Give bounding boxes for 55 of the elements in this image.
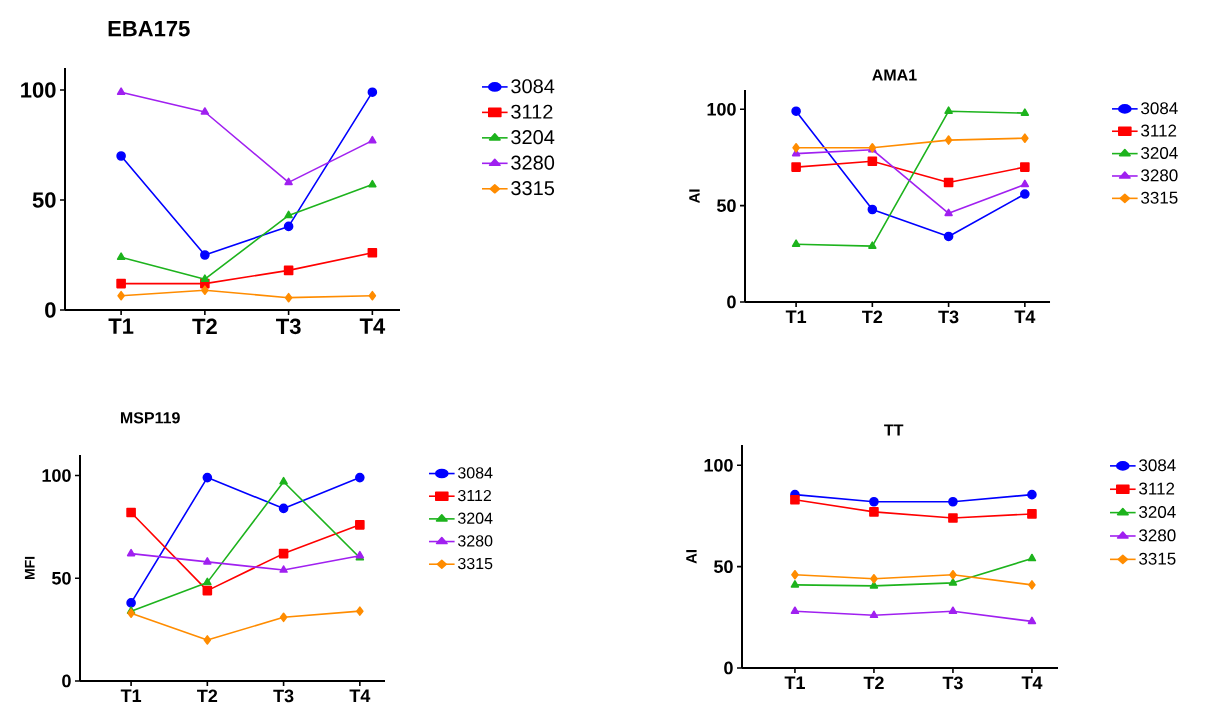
- legend-label: 3280: [511, 155, 555, 170]
- x-tick-label: T1: [785, 310, 807, 323]
- y-tick-label: 100: [21, 82, 56, 98]
- legend-label: 3204: [511, 130, 555, 145]
- y-tick-label: 0: [724, 661, 733, 675]
- y-tick-label: 0: [62, 674, 71, 688]
- x-tick-label: T1: [120, 689, 142, 702]
- y-tick-label: 0: [45, 302, 56, 318]
- legend-label: 3204: [1139, 505, 1176, 518]
- legend-label: 3280: [1141, 169, 1178, 182]
- legend-label: 3084: [458, 467, 493, 479]
- chart-title: TT: [884, 424, 904, 436]
- legend-label: 3204: [1141, 146, 1178, 159]
- x-tick-label: T3: [273, 689, 294, 703]
- x-tick-label: T2: [197, 689, 218, 703]
- x-tick-label: T4: [349, 689, 371, 702]
- x-tick-label: T3: [276, 318, 301, 335]
- y-axis-title: AI: [689, 189, 700, 204]
- y-tick-label: 100: [42, 469, 71, 482]
- legend-label: 3084: [1141, 102, 1178, 115]
- x-tick-label: T2: [192, 318, 217, 334]
- legend-label: 3084: [1139, 459, 1176, 472]
- x-tick-label: T4: [1021, 676, 1043, 689]
- legend-label: 3112: [458, 489, 491, 502]
- legend-label: 3315: [1141, 191, 1178, 204]
- y-tick-label: 100: [704, 458, 733, 472]
- x-tick-label: T1: [784, 676, 805, 689]
- y-tick-label: 50: [32, 192, 56, 208]
- legend-label: 3280: [1139, 529, 1176, 542]
- x-tick-label: T4: [359, 318, 386, 334]
- legend-label: 3315: [458, 557, 493, 570]
- x-tick-label: T3: [938, 310, 959, 324]
- legend-label: 3315: [511, 181, 555, 196]
- legend-label: 3112: [1141, 124, 1177, 137]
- legend-label: 3084: [511, 79, 555, 94]
- legend-label: 3280: [458, 535, 493, 547]
- y-tick-label: 0: [727, 295, 736, 309]
- y-tick-label: 50: [714, 560, 733, 573]
- legend-label: 3112: [511, 104, 553, 119]
- legend-label: 3315: [1139, 552, 1176, 565]
- chart-title: AMA1: [872, 69, 917, 81]
- y-tick-label: 50: [717, 199, 736, 212]
- y-axis-title: AI: [686, 550, 697, 564]
- legend-label: 3112: [1139, 482, 1175, 495]
- chart-title: EBA175: [108, 21, 190, 37]
- y-tick-label: 100: [707, 102, 736, 116]
- y-axis-title: MFI: [24, 556, 35, 580]
- chart-title: MSP119: [120, 412, 180, 424]
- legend-label: 3204: [458, 512, 493, 524]
- x-tick-label: T1: [108, 318, 134, 334]
- y-tick-label: 50: [52, 571, 71, 585]
- x-tick-label: T2: [862, 310, 883, 324]
- x-tick-label: T4: [1014, 310, 1036, 323]
- x-tick-label: T3: [942, 676, 963, 690]
- x-tick-label: T2: [863, 676, 884, 690]
